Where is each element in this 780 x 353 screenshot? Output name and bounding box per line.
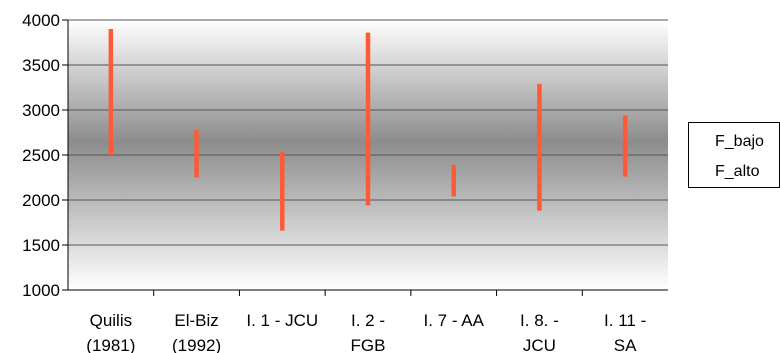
legend: F_bajo F_alto xyxy=(688,122,780,188)
range-bars xyxy=(108,29,628,231)
x-tick-label: I. 2 -FGB xyxy=(351,311,386,353)
x-axis-ticks: Quilis (1981) El-Biz (1992) I. 1 - JCU I. 2 -… xyxy=(86,311,646,353)
x-tick-label: El-Biz (1992) xyxy=(172,311,221,353)
y-tick-label: 1000 xyxy=(22,281,60,300)
y-tick-label: 4000 xyxy=(22,11,60,30)
legend-item-f-bajo: F_bajo xyxy=(715,133,764,150)
legend-item-f-alto: F_alto xyxy=(715,163,760,180)
x-tick-label: Quilis (1981) xyxy=(86,311,135,353)
x-tick-label: I. 1 - JCU xyxy=(246,311,318,330)
y-tick-label: 3000 xyxy=(22,101,60,120)
y-tick-label: 2000 xyxy=(22,191,60,210)
y-tick-label: 1500 xyxy=(22,236,60,255)
y-axis-ticks: 1000 1500 2000 2500 3000 3500 4000 xyxy=(22,11,68,300)
y-tick-label: 3500 xyxy=(22,56,60,75)
y-tick-label: 2500 xyxy=(22,146,60,165)
x-tick-label: I. 11 -SA xyxy=(604,311,646,353)
x-tick-label: I. 7 - AA xyxy=(423,311,484,330)
x-tick-label: I. 8. -JCU xyxy=(520,311,559,353)
